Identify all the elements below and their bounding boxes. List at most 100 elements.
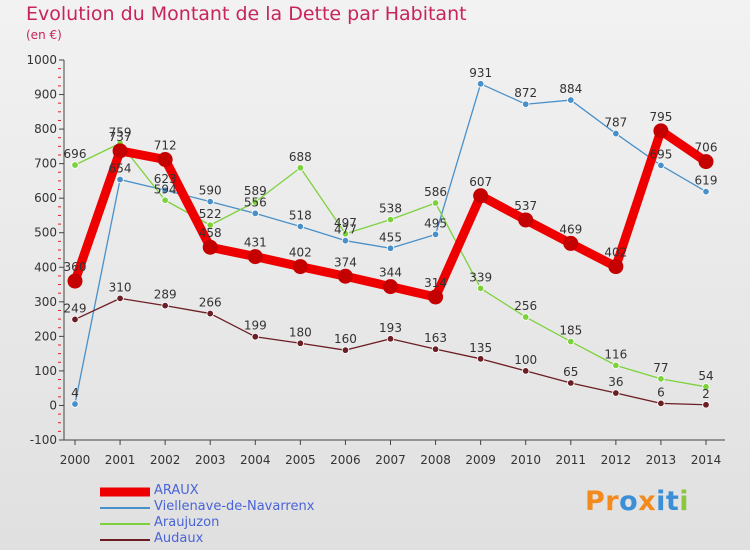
data-point bbox=[702, 187, 710, 196]
data-label: 586 bbox=[424, 185, 447, 199]
y-tick-label: 700 bbox=[34, 157, 57, 171]
data-point bbox=[341, 236, 350, 245]
data-point bbox=[116, 294, 124, 303]
data-label: 374 bbox=[334, 255, 357, 269]
data-label: 339 bbox=[469, 270, 492, 284]
data-label: 100 bbox=[514, 353, 537, 367]
data-label: 116 bbox=[604, 347, 627, 361]
data-label: 185 bbox=[559, 324, 582, 338]
data-label: 135 bbox=[469, 341, 492, 355]
data-point bbox=[251, 198, 259, 206]
chart-subtitle: (en €) bbox=[26, 28, 62, 42]
y-tick-label: 900 bbox=[34, 88, 57, 102]
data-label: 402 bbox=[604, 246, 627, 260]
data-point bbox=[383, 279, 398, 295]
data-label: 712 bbox=[154, 138, 177, 152]
data-point bbox=[702, 401, 710, 409]
series-araujuzon bbox=[71, 139, 710, 391]
data-label: 497 bbox=[334, 216, 357, 230]
data-point bbox=[702, 383, 710, 391]
y-tick-label: 0 bbox=[49, 398, 57, 412]
data-label: 160 bbox=[334, 332, 357, 346]
x-tick-label: 2012 bbox=[601, 453, 632, 467]
data-label: 787 bbox=[604, 116, 627, 130]
legend-label: ARAUX bbox=[154, 483, 199, 498]
data-label: 65 bbox=[563, 365, 578, 379]
series-layer bbox=[67, 80, 714, 409]
x-tick-label: 2006 bbox=[330, 453, 361, 467]
data-point bbox=[698, 154, 714, 170]
data-point bbox=[292, 259, 308, 275]
data-point bbox=[657, 161, 665, 170]
data-point bbox=[341, 346, 350, 354]
y-tick-label: -100 bbox=[30, 433, 57, 447]
series-audaux bbox=[71, 294, 710, 409]
data-label: 199 bbox=[244, 319, 267, 333]
data-point bbox=[206, 197, 214, 206]
data-label: 695 bbox=[649, 147, 672, 161]
data-point bbox=[71, 161, 79, 169]
data-label: 289 bbox=[154, 288, 177, 302]
x-tick-label: 2008 bbox=[420, 453, 451, 467]
data-label: 931 bbox=[469, 66, 492, 80]
data-point bbox=[522, 100, 530, 108]
data-point bbox=[657, 375, 665, 383]
data-point bbox=[206, 221, 214, 229]
data-point bbox=[296, 339, 305, 347]
data-label: 556 bbox=[244, 195, 267, 209]
proxiti-logo: Proxiti bbox=[585, 486, 689, 517]
data-label: 77 bbox=[653, 361, 668, 375]
x-tick-label: 2004 bbox=[240, 453, 271, 467]
data-point bbox=[296, 222, 305, 231]
data-label: 402 bbox=[289, 246, 312, 260]
data-label: 594 bbox=[154, 182, 177, 196]
data-point bbox=[67, 273, 83, 289]
data-label: 589 bbox=[244, 184, 267, 198]
data-point bbox=[161, 301, 169, 310]
data-point bbox=[567, 379, 575, 387]
y-tick-label: 100 bbox=[34, 364, 57, 378]
data-point bbox=[612, 361, 620, 370]
y-tick-label: 1000 bbox=[26, 53, 57, 67]
data-point bbox=[612, 129, 620, 138]
data-label: 538 bbox=[379, 202, 402, 216]
logo-letter: x bbox=[638, 486, 657, 517]
series-viellenave-de-navarrenx bbox=[71, 80, 710, 408]
data-point bbox=[71, 400, 79, 408]
data-label: 458 bbox=[199, 226, 222, 240]
data-point bbox=[161, 186, 169, 194]
chart-axes: -100 0 100 200 300 400 500 600 700 800 900 1000 2000… bbox=[26, 53, 725, 467]
data-point bbox=[386, 335, 395, 343]
data-point bbox=[431, 230, 440, 239]
legend-swatch bbox=[100, 487, 150, 497]
data-point bbox=[112, 143, 128, 159]
data-label: 522 bbox=[199, 207, 222, 221]
data-label: 590 bbox=[199, 184, 222, 198]
data-point bbox=[296, 164, 305, 172]
data-label: 2 bbox=[702, 387, 710, 401]
logo-letter: t bbox=[665, 486, 680, 517]
legend-label: Audaux bbox=[154, 531, 204, 546]
data-point bbox=[612, 389, 620, 397]
data-point bbox=[476, 355, 485, 363]
data-point bbox=[567, 96, 575, 104]
x-tick-label: 2005 bbox=[285, 453, 316, 467]
data-point bbox=[251, 333, 259, 341]
data-point bbox=[653, 123, 669, 139]
data-point bbox=[251, 209, 259, 218]
y-tick-label: 200 bbox=[34, 329, 57, 343]
legend-swatch bbox=[100, 507, 150, 509]
data-label: 455 bbox=[379, 230, 402, 244]
data-point bbox=[341, 230, 350, 238]
data-point bbox=[431, 199, 440, 207]
series-araux bbox=[67, 123, 714, 305]
data-point bbox=[116, 175, 124, 184]
data-label: 795 bbox=[649, 110, 672, 124]
data-point bbox=[431, 345, 440, 353]
x-tick-label: 2002 bbox=[150, 453, 181, 467]
data-label: 314 bbox=[424, 276, 447, 290]
data-point bbox=[476, 80, 485, 88]
legend-label: Viellenave-de-Navarrenx bbox=[154, 499, 315, 514]
data-point bbox=[202, 239, 218, 255]
